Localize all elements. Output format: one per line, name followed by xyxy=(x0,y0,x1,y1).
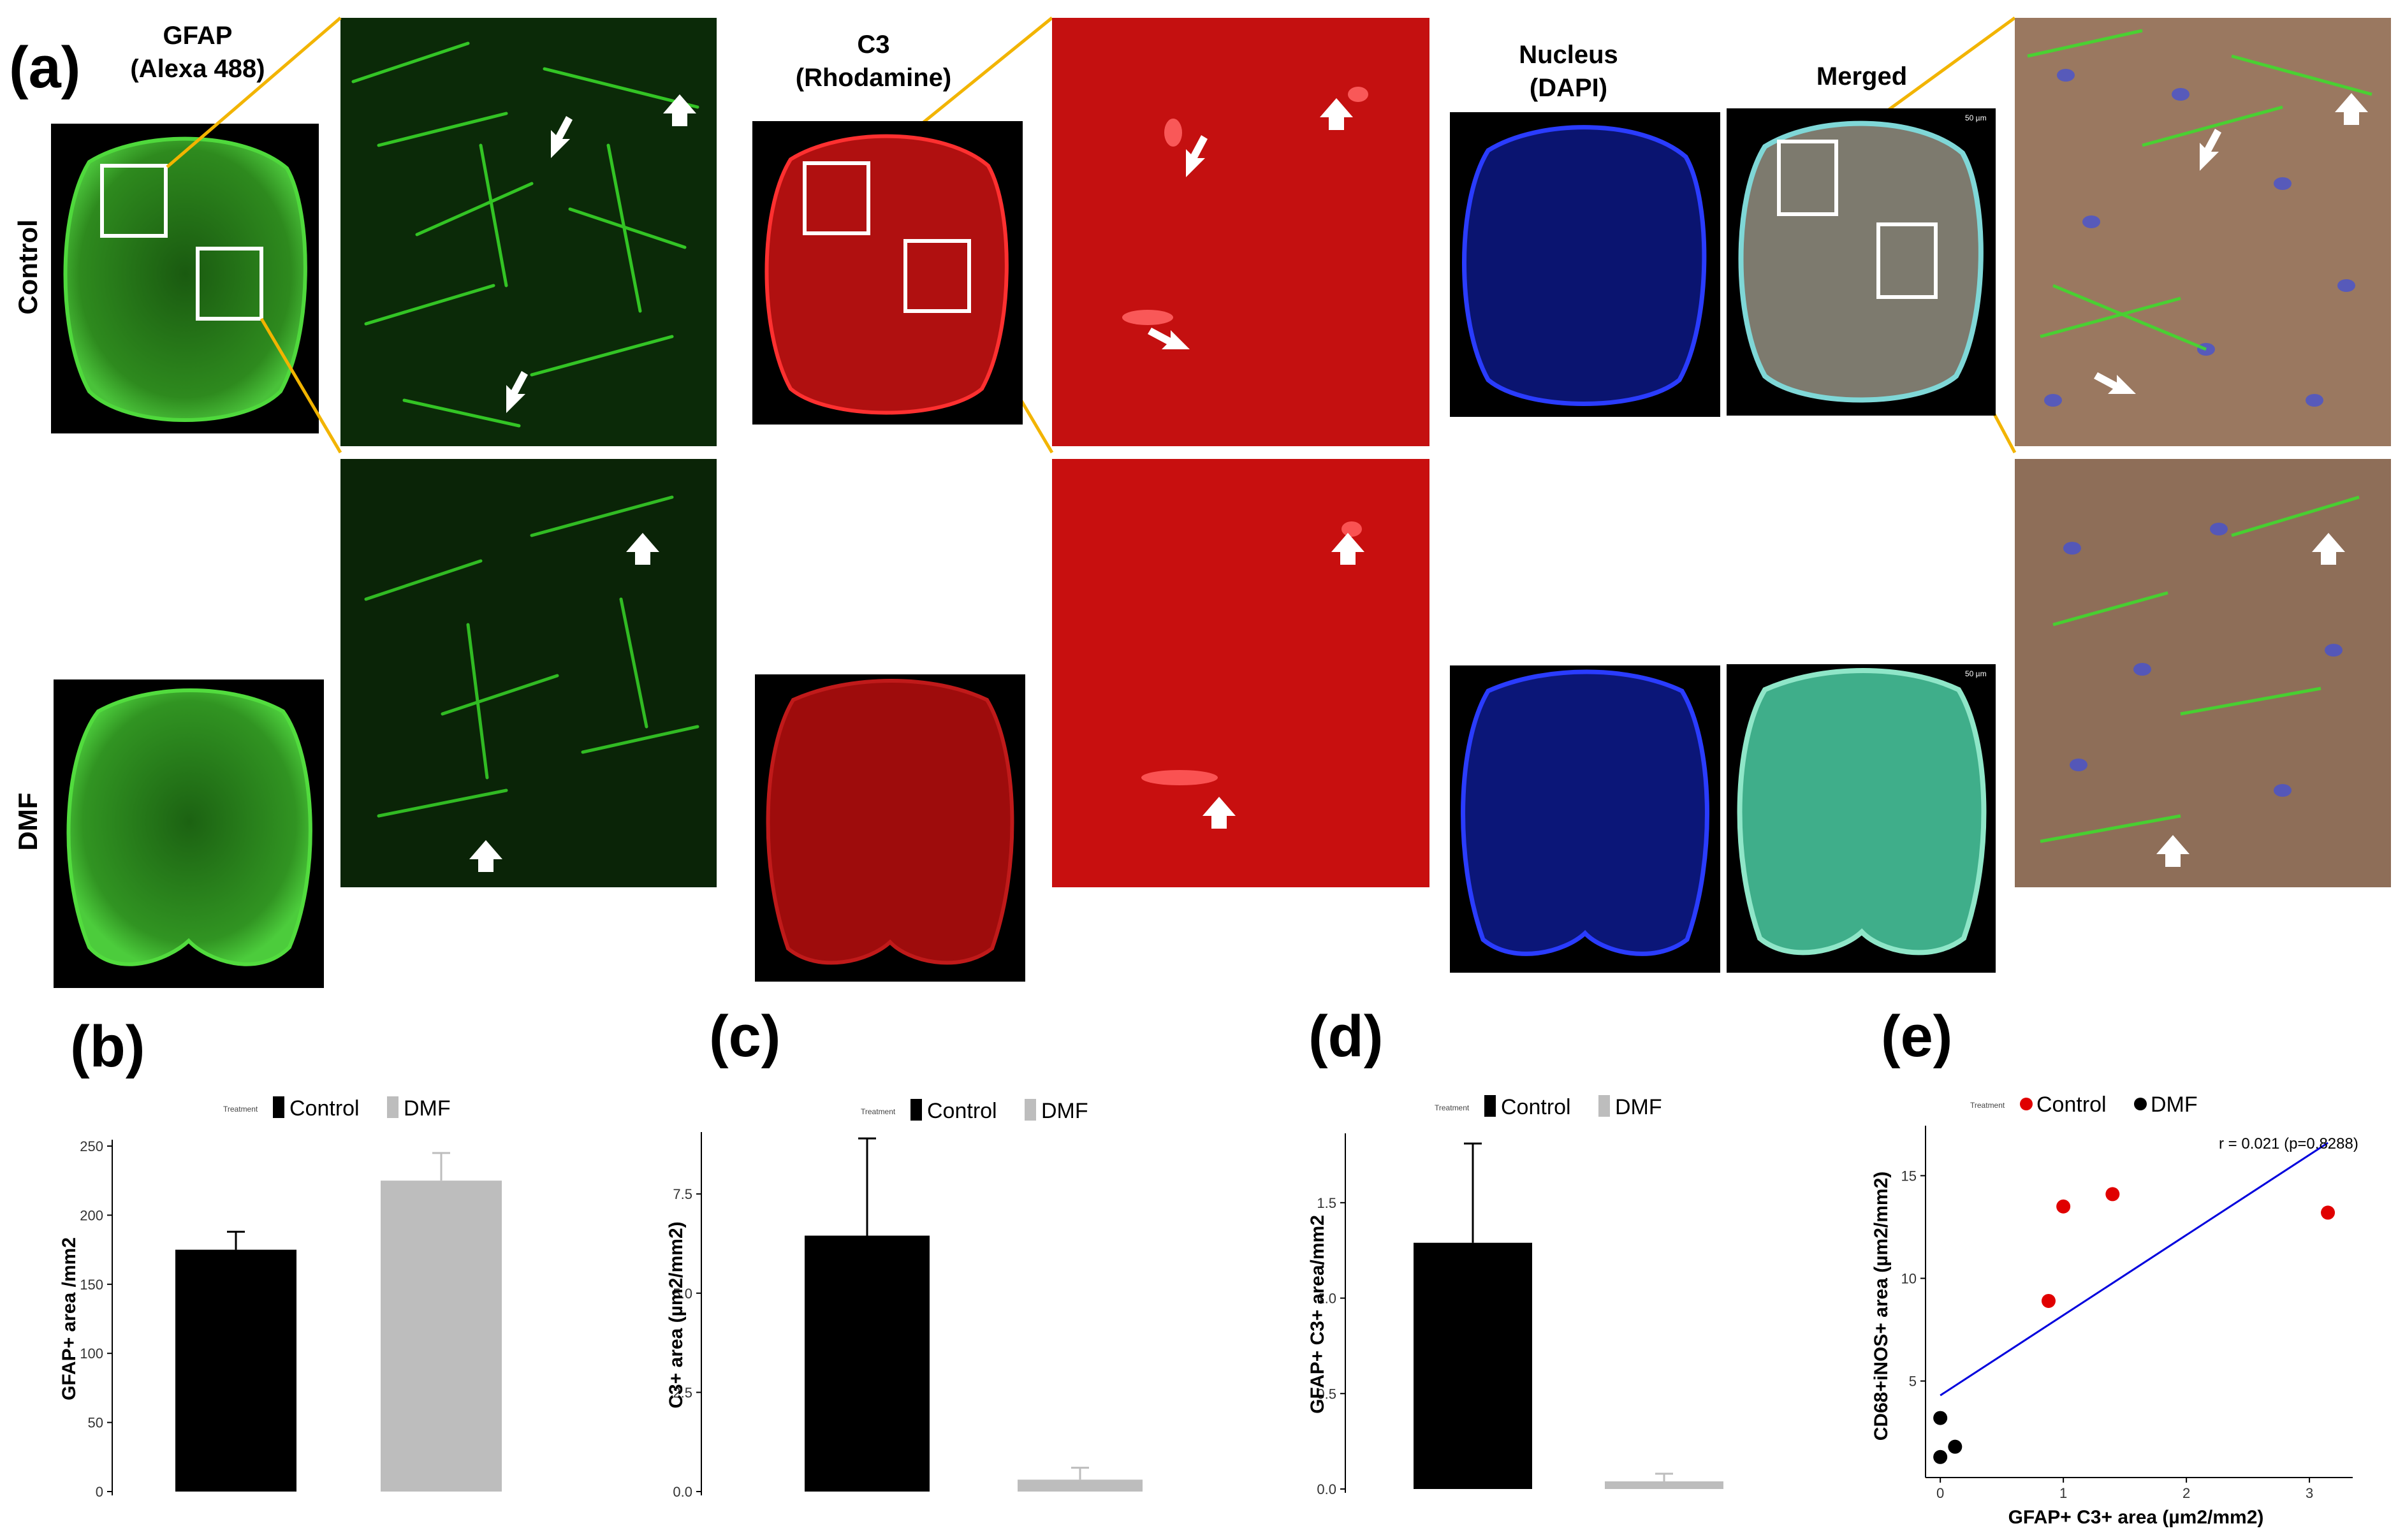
legend-label-control: Control xyxy=(1501,1095,1571,1119)
point-control xyxy=(2041,1293,2056,1308)
x-tick-label: 1 xyxy=(2059,1485,2067,1501)
legend-label-dmf: DMF xyxy=(404,1096,451,1121)
point-control xyxy=(2056,1199,2071,1214)
y-tick-label: 0.0 xyxy=(1317,1481,1336,1497)
y-tick-label: 150 xyxy=(80,1277,103,1293)
panel-label-b: (b) xyxy=(70,1014,145,1079)
chart-d: Treatment Control DMF 0.0 0.5 1.0 1.5 GFAP+ C3+… xyxy=(1288,1071,1836,1517)
y-axis-label: C3+ area (µm2/mm2) xyxy=(666,1221,687,1408)
gfap-dmf-zoom-image xyxy=(340,459,717,887)
x-tick-label: 3 xyxy=(2306,1485,2313,1501)
legend-label-control: Control xyxy=(2036,1093,2107,1117)
legend-key-control xyxy=(273,1096,284,1118)
y-axis-label: GFAP+ area /mm2 xyxy=(59,1237,80,1400)
stain-label-merged: Merged xyxy=(1816,62,1908,91)
panel-label-e: (e) xyxy=(1881,1004,1953,1069)
merged-control-section-image: 50 µm xyxy=(1727,108,1996,416)
merged-control-zoom-image xyxy=(2015,18,2391,446)
chart-e: Treatment Control DMF 5 10 15 0 1 2 3 r = 0.021 (p… xyxy=(1862,1071,2405,1540)
chart-c: Treatment Control DMF 0.0 2.5 5.0 7.5 C3+ area … xyxy=(638,1071,1224,1517)
y-tick-label: 100 xyxy=(80,1346,103,1362)
legend-label-dmf: DMF xyxy=(1041,1099,1088,1123)
y-tick-label: 0.0 xyxy=(673,1484,692,1500)
scale-bar-label-control: 50 µm xyxy=(1965,113,1987,122)
chart-b: Treatment Control DMF 0 50 100 150 200 250 GFAP+ … xyxy=(0,1071,587,1517)
legend-key-control xyxy=(2020,1098,2033,1110)
y-tick-label: 0 xyxy=(96,1484,103,1500)
y-tick-label: 5.0 xyxy=(673,1286,692,1302)
chart-d-svg: Treatment Control DMF 0.0 0.5 1.0 1.5 GFAP+ C3+… xyxy=(1307,1095,1723,1497)
y-tick-label: 50 xyxy=(88,1415,103,1431)
gfap-control-section-image xyxy=(51,124,319,433)
bar-dmf xyxy=(1018,1479,1143,1492)
c3-control-zoom-image xyxy=(1052,18,1429,446)
y-tick-label: 2.5 xyxy=(673,1384,692,1400)
panel-label-a: (a) xyxy=(9,35,81,100)
point-control xyxy=(2321,1205,2336,1220)
bar-dmf xyxy=(381,1180,502,1492)
chart-b-svg: Treatment Control DMF 0 50 100 150 200 250 GFAP+ … xyxy=(59,1096,502,1500)
y-tick-label: 7.5 xyxy=(673,1186,692,1202)
point-dmf xyxy=(1948,1439,1963,1454)
correlation-annotation: r = 0.021 (p=0.8288) xyxy=(2219,1135,2358,1152)
y-tick-label: 15 xyxy=(1901,1168,1917,1184)
scale-bar-label-dmf: 50 µm xyxy=(1965,669,1987,678)
bar-control xyxy=(175,1249,296,1492)
legend-title: Treatment xyxy=(1435,1103,1470,1112)
y-tick-label: 1.0 xyxy=(1317,1291,1336,1307)
gfap-dmf-section-image xyxy=(54,679,324,988)
point-control xyxy=(2105,1187,2120,1202)
legend-key-dmf xyxy=(1598,1095,1610,1117)
legend-title: Treatment xyxy=(223,1105,258,1114)
y-tick-label: 10 xyxy=(1901,1271,1917,1287)
stain-label-c3: C3 (Rhodamine) xyxy=(795,31,952,92)
chart-e-svg: Treatment Control DMF 5 10 15 0 1 2 3 r = 0.021 (p… xyxy=(1871,1093,2358,1528)
panel-label-d: (d) xyxy=(1308,1004,1384,1069)
x-tick-label: 0 xyxy=(1936,1485,1944,1501)
c3-dmf-zoom-image xyxy=(1052,459,1429,887)
legend-label-control: Control xyxy=(289,1096,360,1121)
merged-dmf-section-image: 50 µm xyxy=(1727,664,1996,973)
point-dmf xyxy=(1933,1449,1948,1464)
chart-c-svg: Treatment Control DMF 0.0 2.5 5.0 7.5 C3+ area … xyxy=(666,1099,1143,1500)
dapi-dmf-section-image xyxy=(1450,665,1720,973)
bar-control xyxy=(805,1235,930,1492)
regression-line xyxy=(1940,1142,2328,1397)
point-dmf xyxy=(1933,1411,1948,1425)
c3-control-section-image xyxy=(752,121,1023,425)
bar-dmf xyxy=(1605,1481,1723,1489)
y-axis-label: GFAP+ C3+ area/mm2 xyxy=(1307,1215,1328,1414)
legend-key-control xyxy=(1484,1095,1496,1117)
y-tick-label: 0.5 xyxy=(1317,1386,1336,1402)
panel-label-c: (c) xyxy=(709,1004,781,1069)
x-tick-label: 2 xyxy=(2182,1485,2190,1501)
legend-label-dmf: DMF xyxy=(2151,1093,2198,1117)
dapi-control-section-image xyxy=(1450,112,1720,417)
y-tick-label: 5 xyxy=(1909,1374,1917,1390)
legend-key-dmf xyxy=(2134,1098,2147,1110)
stain-label-nucleus: Nucleus (DAPI) xyxy=(1519,41,1618,102)
legend-key-dmf xyxy=(387,1096,398,1118)
y-tick-label: 200 xyxy=(80,1207,103,1223)
legend-title: Treatment xyxy=(1970,1101,2005,1110)
legend-title: Treatment xyxy=(861,1107,896,1116)
gfap-control-zoom-image xyxy=(340,18,717,446)
y-tick-label: 250 xyxy=(80,1138,103,1154)
y-tick-label: 1.5 xyxy=(1317,1195,1336,1211)
x-axis-label: GFAP+ C3+ area (µm2/mm2) xyxy=(2008,1507,2264,1528)
legend-key-control xyxy=(910,1099,922,1121)
stain-label-gfap: GFAP (Alexa 488) xyxy=(130,22,265,83)
y-axis-label: CD68+iNOS+ area (µm2/mm2) xyxy=(1871,1172,1892,1441)
c3-dmf-section-image xyxy=(755,674,1025,982)
legend-label-dmf: DMF xyxy=(1615,1095,1662,1119)
bar-control xyxy=(1414,1242,1532,1489)
legend-label-control: Control xyxy=(927,1099,997,1123)
legend-key-dmf xyxy=(1025,1099,1036,1121)
merged-dmf-zoom-image xyxy=(2015,459,2391,887)
